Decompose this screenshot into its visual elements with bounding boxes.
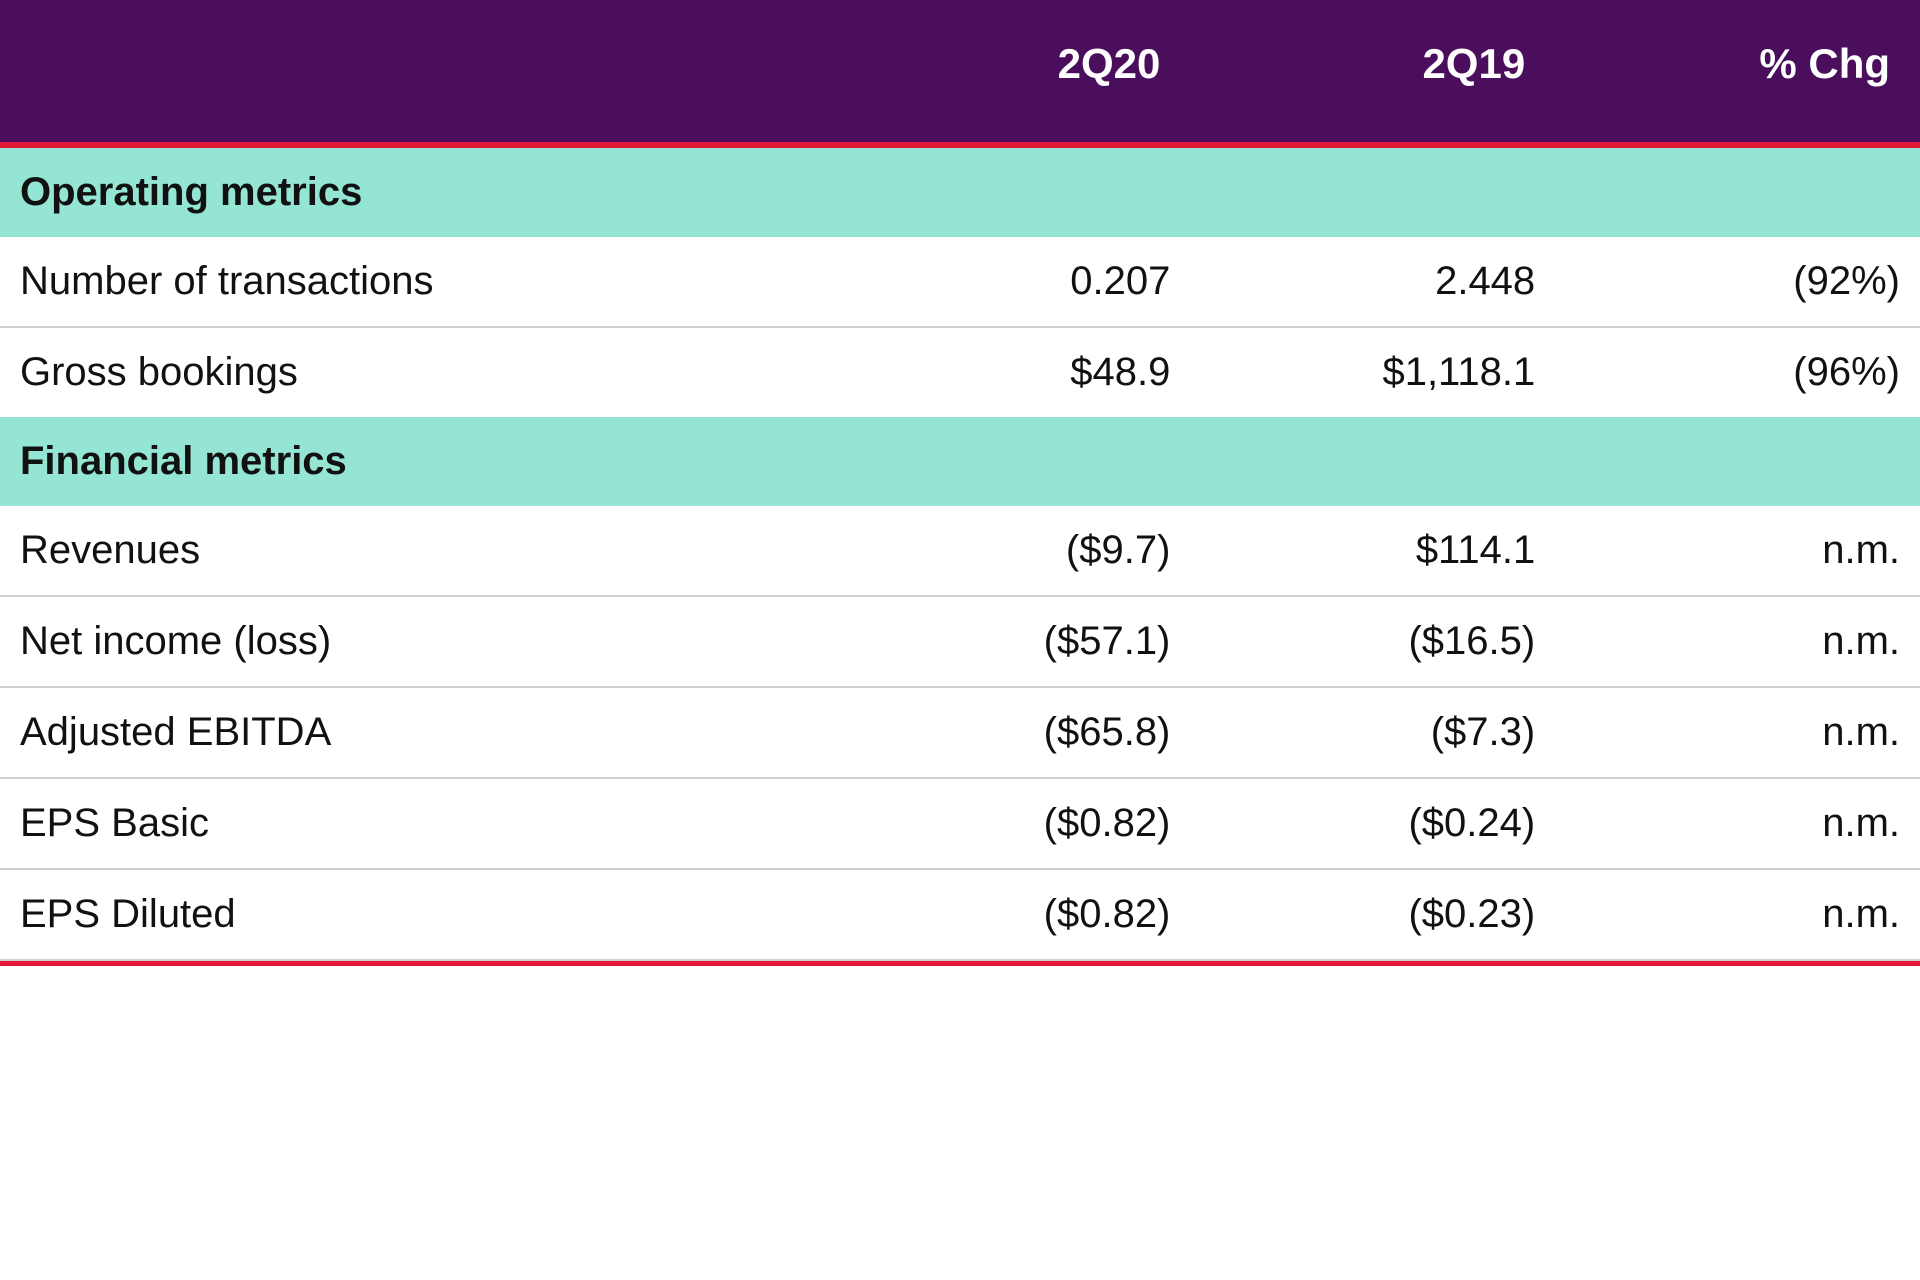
table-body: Operating metrics Number of transactions… xyxy=(0,148,1920,966)
col-header-2q20: 2Q20 xyxy=(845,0,1191,142)
table-row: EPS Diluted ($0.82) ($0.23) n.m. xyxy=(0,869,1920,960)
row-label: EPS Diluted xyxy=(0,869,845,960)
cell-2q19: $1,118.1 xyxy=(1190,327,1555,417)
cell-chg: (96%) xyxy=(1555,327,1920,417)
cell-2q20: ($57.1) xyxy=(845,596,1191,687)
table-row: Net income (loss) ($57.1) ($16.5) n.m. xyxy=(0,596,1920,687)
col-header-label xyxy=(0,0,845,142)
cell-chg: n.m. xyxy=(1555,596,1920,687)
row-label: Net income (loss) xyxy=(0,596,845,687)
cell-2q19: ($0.24) xyxy=(1190,778,1555,869)
cell-2q20: ($65.8) xyxy=(845,687,1191,778)
row-label: Number of transactions xyxy=(0,237,845,327)
cell-2q20: ($0.82) xyxy=(845,778,1191,869)
cell-2q19: ($7.3) xyxy=(1190,687,1555,778)
cell-chg: n.m. xyxy=(1555,778,1920,869)
table-row: Gross bookings $48.9 $1,118.1 (96%) xyxy=(0,327,1920,417)
cell-chg: n.m. xyxy=(1555,869,1920,960)
cell-2q19: ($16.5) xyxy=(1190,596,1555,687)
row-label: Gross bookings xyxy=(0,327,845,417)
metrics-table: 2Q20 2Q19 % Chg Operating metrics Number… xyxy=(0,0,1920,966)
cell-2q19: $114.1 xyxy=(1190,506,1555,596)
cell-2q20: $48.9 xyxy=(845,327,1191,417)
cell-2q20: 0.207 xyxy=(845,237,1191,327)
cell-chg: n.m. xyxy=(1555,506,1920,596)
table-row: Adjusted EBITDA ($65.8) ($7.3) n.m. xyxy=(0,687,1920,778)
table-header-row: 2Q20 2Q19 % Chg xyxy=(0,0,1920,142)
row-label: EPS Basic xyxy=(0,778,845,869)
cell-chg: n.m. xyxy=(1555,687,1920,778)
cell-2q20: ($9.7) xyxy=(845,506,1191,596)
section-title: Operating metrics xyxy=(0,148,1920,237)
section-heading: Financial metrics xyxy=(0,417,1920,506)
metrics-table-wrap: 2Q20 2Q19 % Chg Operating metrics Number… xyxy=(0,0,1920,966)
table-row: Number of transactions 0.207 2.448 (92%) xyxy=(0,237,1920,327)
table-row: Revenues ($9.7) $114.1 n.m. xyxy=(0,506,1920,596)
cell-chg: (92%) xyxy=(1555,237,1920,327)
accent-divider-bottom xyxy=(0,960,1920,966)
cell-2q19: 2.448 xyxy=(1190,237,1555,327)
section-heading: Operating metrics xyxy=(0,148,1920,237)
col-header-pct-chg: % Chg xyxy=(1555,0,1920,142)
section-title: Financial metrics xyxy=(0,417,1920,506)
col-header-2q19: 2Q19 xyxy=(1190,0,1555,142)
row-label: Revenues xyxy=(0,506,845,596)
row-label: Adjusted EBITDA xyxy=(0,687,845,778)
cell-2q20: ($0.82) xyxy=(845,869,1191,960)
table-row: EPS Basic ($0.82) ($0.24) n.m. xyxy=(0,778,1920,869)
cell-2q19: ($0.23) xyxy=(1190,869,1555,960)
